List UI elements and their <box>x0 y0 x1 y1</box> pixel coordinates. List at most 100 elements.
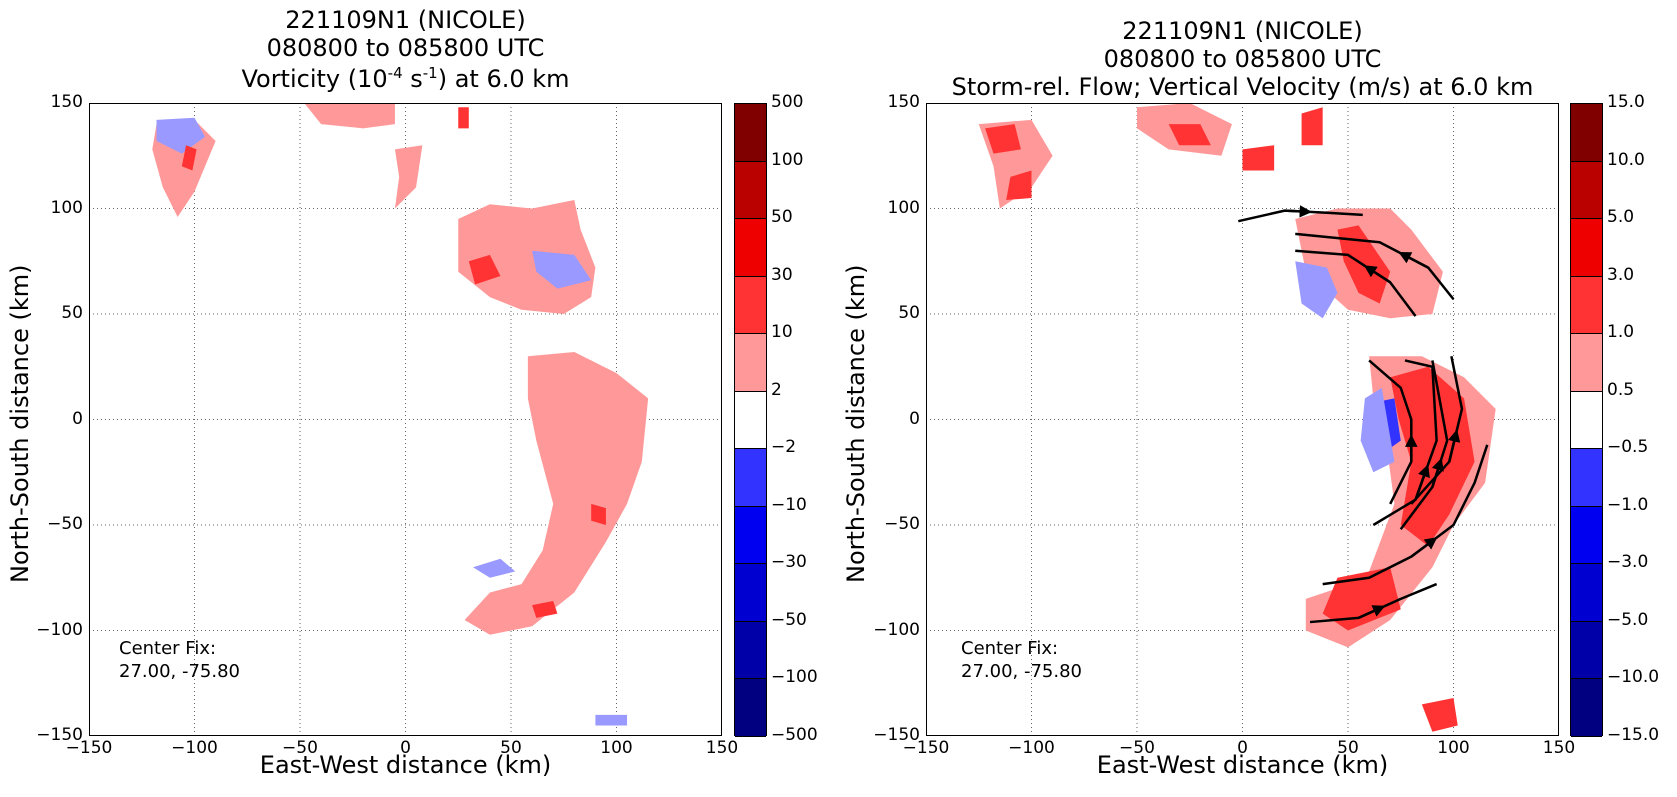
colorbar-segment <box>1571 564 1602 622</box>
contour-region <box>1295 261 1338 319</box>
x-tick-label: 50 <box>1337 738 1359 758</box>
x-tick-label: 150 <box>705 738 739 758</box>
y-tick-label: 100 <box>50 197 83 218</box>
colorbar-tick-label: 50 <box>771 207 793 228</box>
right-center-fix-value: 27.00, -75.80 <box>961 661 1082 682</box>
contour-region <box>464 351 649 635</box>
colorbar-tick-label: 100 <box>771 149 804 170</box>
colorbar-tick-label: −500 <box>771 725 818 745</box>
x-tick-label: −150 <box>902 738 950 758</box>
x-tick-label: 100 <box>600 738 633 758</box>
flow-arrowhead <box>1414 464 1430 501</box>
colorbar-tick-label: 10 <box>771 322 793 343</box>
colorbar-segment <box>1571 621 1602 680</box>
colorbar-tick-label: −10.0 <box>1607 667 1660 688</box>
x-tick-label: −150 <box>65 738 113 758</box>
contour-region <box>1360 387 1395 473</box>
colorbar-segment <box>1571 679 1602 737</box>
vorticity-plot-area: Center Fix: 27.00, -75.80 <box>89 103 722 736</box>
x-tick-label: 0 <box>1237 738 1248 758</box>
colorbar-segment <box>1571 104 1602 162</box>
vertical-velocity-plot-area: Center Fix: 27.00, -75.80 <box>926 103 1559 736</box>
colorbar-tick-label: −3.0 <box>1607 552 1649 573</box>
y-tick-label: −100 <box>36 619 83 640</box>
contour-region <box>591 503 606 525</box>
right-title-line1: 221109N1 (NICOLE) <box>1122 17 1363 45</box>
contour-region <box>532 250 592 289</box>
colorbar-tick-label: 2 <box>771 379 782 400</box>
flow-streamline <box>1368 359 1413 505</box>
y-tick-label: 50 <box>898 303 920 323</box>
x-tick-label: −100 <box>1008 738 1055 758</box>
x-tick-label: −100 <box>171 738 218 758</box>
colorbar-segment <box>735 276 766 335</box>
contour-region <box>532 600 558 618</box>
contour-region <box>1301 107 1323 146</box>
left-title-line3: Vorticity (10-4 s-1) at 6.0 km <box>241 64 570 93</box>
y-tick-label: 100 <box>887 197 920 218</box>
contour-region <box>1421 698 1458 732</box>
colorbar-segment <box>1571 449 1602 507</box>
x-tick-label: −50 <box>1119 738 1155 758</box>
left-center-fix: Center Fix: 27.00, -75.80 <box>119 637 240 683</box>
right-center-fix: Center Fix: 27.00, -75.80 <box>961 637 1082 683</box>
contour-region <box>985 124 1021 154</box>
contour-region <box>458 107 469 129</box>
flow-arrowhead <box>1410 537 1438 558</box>
flow-arrowhead <box>1363 265 1391 284</box>
vorticity-field <box>89 103 722 736</box>
left-center-fix-label: Center Fix: <box>119 638 217 659</box>
contour-region <box>595 714 628 726</box>
contour-region <box>1006 170 1032 201</box>
colorbar-segment <box>1571 219 1602 277</box>
right-ylabel: North-South distance (km) <box>842 264 870 584</box>
y-tick-label: 0 <box>909 408 920 429</box>
colorbar-tick-label: 30 <box>771 264 793 285</box>
contour-region <box>181 145 197 171</box>
colorbar-tick-label: 1.0 <box>1607 322 1635 343</box>
y-tick-label: −50 <box>47 514 83 534</box>
right-title-line3: Storm-rel. Flow; Vertical Velocity (m/s)… <box>951 73 1534 101</box>
colorbar-tick-label: 15.0 <box>1607 92 1645 112</box>
x-tick-label: 0 <box>400 738 411 758</box>
colorbar-tick-label: −100 <box>771 667 818 688</box>
flow-streamline <box>1372 359 1438 527</box>
colorbar-tick-label: 0.5 <box>1607 379 1635 400</box>
contour-region <box>468 254 501 285</box>
colorbar-segment <box>1571 506 1602 565</box>
colorbar-segment <box>735 161 766 220</box>
colorbar-tick-label: 500 <box>771 92 804 112</box>
flow-arrowhead <box>1284 205 1313 218</box>
colorbar-segment <box>735 564 766 622</box>
colorbar-segment <box>1571 276 1602 335</box>
x-tick-label: 150 <box>1542 738 1576 758</box>
y-tick-label: 0 <box>72 408 83 429</box>
y-tick-label: −150 <box>873 725 920 745</box>
colorbar-segment <box>1571 391 1602 450</box>
y-tick-label: 50 <box>61 303 83 323</box>
colorbar-tick-label: 5.0 <box>1607 207 1635 228</box>
colorbar-segment <box>735 506 766 565</box>
y-tick-label: 150 <box>887 92 920 112</box>
colorbar-segment <box>1571 334 1602 392</box>
x-tick-label: 50 <box>500 738 522 758</box>
colorbar-segment <box>735 449 766 507</box>
y-tick-label: −50 <box>884 514 920 534</box>
colorbar-segment <box>735 679 766 737</box>
colorbar-tick-label: −1.0 <box>1607 494 1649 515</box>
contour-region <box>1242 145 1275 171</box>
colorbar-tick-label: −50 <box>771 609 807 630</box>
vertical-velocity-field <box>926 103 1559 736</box>
colorbar-tick-label: −30 <box>771 552 807 573</box>
y-tick-label: −100 <box>873 619 920 640</box>
colorbar-segment <box>735 104 766 162</box>
colorbar-segment <box>735 391 766 450</box>
contour-region <box>394 145 423 209</box>
colorbar-tick-label: 3.0 <box>1607 264 1635 285</box>
x-tick-label: −50 <box>282 738 318 758</box>
right-center-fix-label: Center Fix: <box>961 638 1059 659</box>
left-title-line1: 221109N1 (NICOLE) <box>285 6 526 34</box>
colorbar-segment <box>1571 161 1602 220</box>
flow-arrowhead <box>1398 252 1429 269</box>
right-title-line2: 080800 to 085800 UTC <box>1103 45 1382 73</box>
